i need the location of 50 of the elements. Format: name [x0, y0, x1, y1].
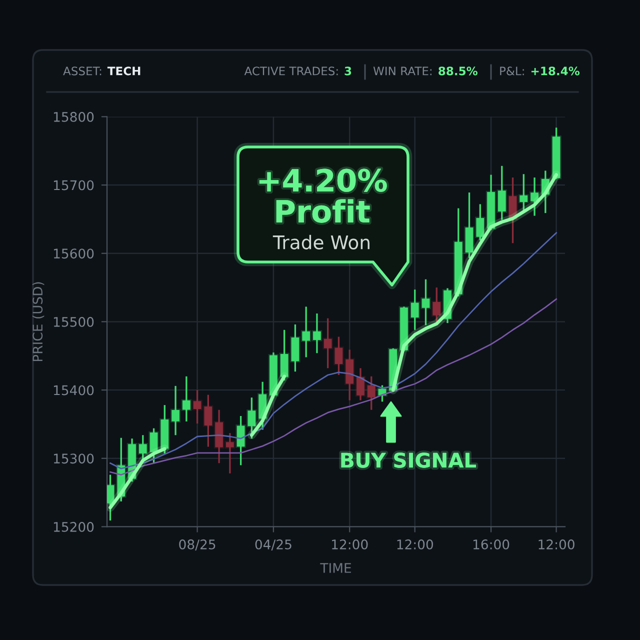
- candlestick: [312, 312, 322, 354]
- candlestick: [529, 176, 540, 217]
- candlestick: [170, 385, 181, 436]
- y-tick-label: 15800: [54, 112, 94, 122]
- candlestick: [410, 288, 420, 331]
- candlestick: [148, 427, 159, 464]
- annotation: Profit: [276, 199, 370, 223]
- candlestick: [279, 329, 290, 382]
- text: ASSET: TECH: [63, 66, 140, 76]
- line-series: [110, 232, 557, 470]
- candlestick: [246, 396, 257, 440]
- candlestick: [236, 415, 246, 466]
- x-tick-label: 16:00: [473, 539, 510, 550]
- candlestick: [300, 306, 312, 358]
- annotation: +4.20%: [259, 168, 387, 192]
- y-tick-label: 15300: [54, 454, 94, 464]
- x-tick-label: 12:00: [538, 539, 574, 550]
- y-tick-label: 15500: [54, 316, 94, 327]
- x-tick-label: 12:00: [397, 539, 434, 550]
- y-tick-label: 15700: [54, 180, 94, 190]
- x-axis-title: TIME: [320, 563, 351, 573]
- x-tick-label: 12:00: [332, 539, 368, 550]
- candlestick: [334, 336, 344, 376]
- y-tick-label: 15400: [54, 385, 94, 396]
- candlestick: [181, 376, 192, 422]
- x-tick-label: 08/25: [179, 539, 216, 550]
- candlestick: [366, 376, 376, 411]
- candlestick: [214, 409, 224, 464]
- y-axis-title: PRICE (USD): [32, 282, 44, 362]
- x-tick-label: 04/25: [255, 539, 292, 550]
- candlestick: [192, 389, 202, 424]
- annotation: Trade Won: [272, 234, 370, 250]
- candlestick: [464, 192, 474, 259]
- candlestick: [290, 324, 300, 372]
- y-tick-label: 15200: [54, 522, 94, 532]
- text: WIN RATE: 88.5%: [373, 66, 478, 76]
- text: P&L: +18.4%: [500, 66, 580, 76]
- line-series: [110, 298, 557, 476]
- candlestick: [420, 278, 431, 326]
- candlestick: [475, 203, 486, 242]
- candlestick: [344, 348, 355, 402]
- candlestick: [432, 286, 442, 325]
- candlestick: [203, 394, 214, 448]
- annotation: BUY SIGNAL: [341, 452, 476, 468]
- candlestick: [355, 367, 366, 402]
- candlestick: [496, 165, 508, 221]
- y-tick-label: 15600: [54, 248, 94, 259]
- candlestick: [224, 432, 236, 474]
- candlestick: [322, 317, 333, 369]
- text: ACTIVE TRADES: 3: [244, 66, 352, 76]
